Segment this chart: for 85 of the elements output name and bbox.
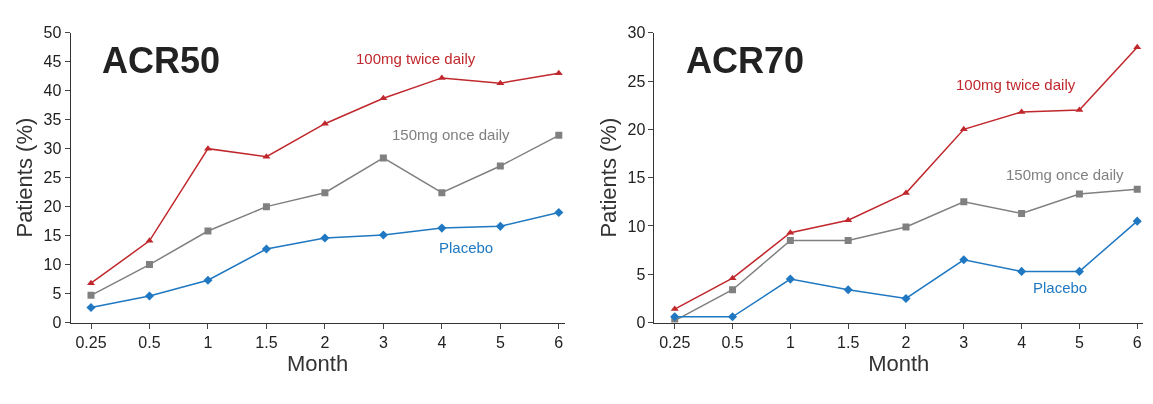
point: [1075, 190, 1083, 198]
x-tick-label: 1: [785, 333, 795, 351]
x-tick-label: 0.25: [659, 333, 691, 351]
point: [262, 203, 270, 211]
y-tick-label: 30: [627, 24, 646, 42]
x-axis-title: Month: [868, 350, 930, 376]
x-tick-label: 1.5: [255, 333, 278, 351]
point: [555, 131, 563, 139]
y-tick-label: 5: [636, 265, 646, 283]
x-tick-label: 0.25: [75, 333, 107, 351]
point: [554, 69, 563, 76]
x-tick-label: 6: [1132, 333, 1142, 351]
x-tick-label: 3: [378, 333, 388, 351]
point: [843, 285, 853, 295]
point: [1132, 216, 1142, 226]
point: [959, 125, 968, 132]
point: [554, 207, 564, 217]
y-tick-label: 0: [52, 314, 62, 332]
point: [785, 274, 795, 284]
point: [959, 255, 969, 265]
x-tick-label: 6: [554, 333, 564, 351]
y-tick-label: 35: [43, 111, 62, 129]
point: [1017, 266, 1027, 276]
x-tick-label: 5: [1074, 333, 1084, 351]
series-label: 100mg twice daily: [356, 50, 476, 67]
x-tick-label: 0.5: [138, 333, 161, 351]
chart-title: ACR50: [102, 40, 221, 81]
chart-title: ACR70: [686, 40, 805, 81]
y-tick-label: 20: [43, 198, 62, 216]
y-tick-label: 30: [43, 140, 62, 158]
point: [960, 198, 968, 206]
point: [320, 233, 330, 243]
point: [261, 244, 271, 254]
point: [1133, 185, 1141, 193]
x-tick-label: 3: [959, 333, 969, 351]
point: [496, 162, 504, 170]
y-tick-label: 10: [43, 256, 62, 274]
point: [670, 312, 680, 322]
point: [495, 221, 505, 231]
point: [204, 227, 212, 235]
y-tick-label: 25: [627, 72, 646, 90]
x-tick-label: 0.5: [721, 333, 744, 351]
point: [86, 302, 96, 313]
point: [727, 312, 738, 322]
y-tick-label: 20: [627, 120, 646, 138]
series-label: Placebo: [1033, 279, 1088, 296]
point: [438, 189, 446, 197]
x-tick-label: 2: [320, 333, 330, 351]
point: [1018, 209, 1026, 217]
x-tick-label: 2: [901, 333, 911, 351]
x-axis-title: Month: [287, 350, 349, 376]
point: [844, 236, 852, 244]
y-axis-title: Patients (%): [596, 117, 622, 238]
y-tick-label: 50: [43, 24, 62, 42]
point: [144, 291, 155, 301]
point: [437, 223, 447, 233]
y-axis-title: Patients (%): [12, 117, 38, 238]
y-tick-label: 10: [627, 217, 646, 235]
point: [203, 275, 213, 285]
point: [87, 291, 95, 299]
point: [321, 189, 329, 197]
x-tick-label: 4: [1017, 333, 1027, 351]
point: [729, 286, 737, 294]
y-tick-label: 45: [43, 53, 62, 71]
series-label: 100mg twice daily: [956, 76, 1076, 93]
point: [1074, 266, 1084, 276]
point: [902, 223, 910, 231]
x-tick-label: 1: [203, 333, 213, 351]
point: [378, 230, 388, 240]
point: [901, 293, 911, 303]
series-label: 150mg once daily: [392, 126, 511, 143]
point: [145, 261, 153, 269]
y-tick-label: 15: [627, 169, 646, 187]
y-tick-label: 0: [636, 314, 646, 332]
y-tick-label: 5: [52, 285, 62, 303]
y-tick-label: 25: [43, 169, 62, 187]
x-tick-label: 5: [495, 333, 505, 351]
x-tick-label: 4: [437, 333, 447, 351]
x-tick-label: 1.5: [837, 333, 860, 351]
point: [379, 154, 387, 162]
point: [786, 236, 794, 244]
series-label: 150mg once daily: [1006, 166, 1125, 183]
y-tick-label: 40: [43, 82, 62, 100]
series-label: Placebo: [439, 239, 494, 256]
y-tick-label: 15: [43, 227, 62, 245]
